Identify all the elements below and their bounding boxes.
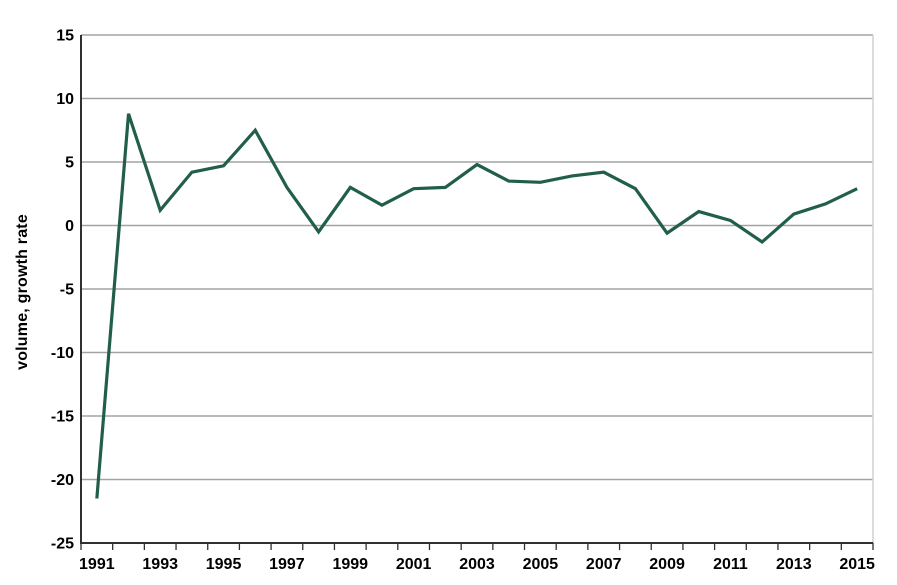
x-tick-label-2003: 2003: [459, 556, 495, 573]
x-tick-label-1997: 1997: [269, 556, 305, 573]
x-axis-ticks: [80, 543, 874, 550]
gridlines: [81, 34, 873, 544]
x-tick-label-2007: 2007: [586, 556, 622, 573]
y-tick-label--25: -25: [51, 536, 74, 553]
x-tick-label-2013: 2013: [776, 556, 812, 573]
y-tick-label--5: -5: [60, 282, 74, 299]
x-tick-label-2011: 2011: [713, 556, 748, 573]
y-tick-label-5: 5: [65, 155, 74, 172]
growth-rate-series-line: [95, 113, 858, 499]
y-tick-label--10: -10: [51, 345, 74, 362]
x-tick-label-1991: 1991: [79, 556, 115, 573]
y-tick-label-10: 10: [56, 91, 74, 108]
y-tick-label-0: 0: [65, 218, 74, 235]
x-tick-label-1995: 1995: [206, 556, 242, 573]
y-tick-label--20: -20: [51, 472, 74, 489]
x-axis-tick-labels: 1991 1993 1995 1997 1999 2001 2003 2005 2007 2009…: [79, 556, 875, 573]
x-tick-label-1999: 1999: [332, 556, 368, 573]
x-tick-label-2005: 2005: [523, 556, 559, 573]
y-tick-label--15: -15: [51, 409, 74, 426]
x-tick-label-2001: 2001: [396, 556, 432, 573]
x-tick-label-2009: 2009: [649, 556, 685, 573]
y-axis-tick-labels: 15 10 5 0 -5 -10 -15 -20 -25: [51, 28, 74, 553]
x-tick-label-2015: 2015: [839, 556, 875, 573]
y-axis-title: volume, growth rate: [14, 214, 31, 370]
x-tick-label-1993: 1993: [142, 556, 178, 573]
y-tick-label-15: 15: [56, 28, 74, 45]
